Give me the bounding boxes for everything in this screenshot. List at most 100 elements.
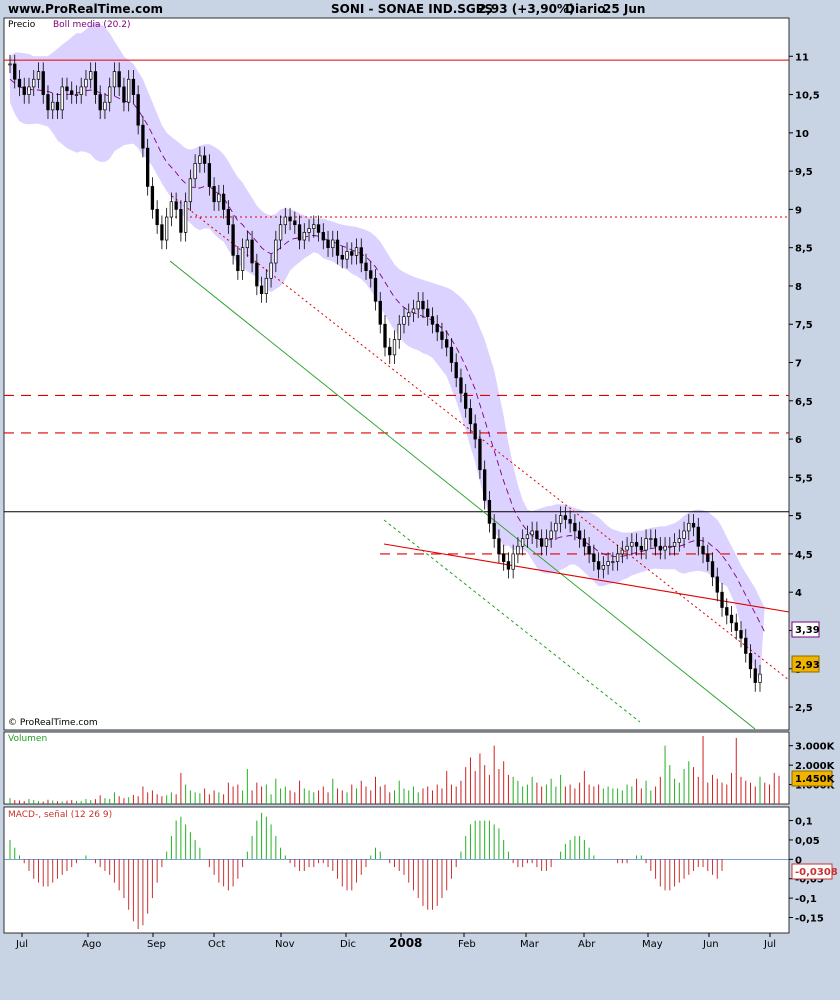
candle xyxy=(288,207,292,231)
candle-body xyxy=(283,216,287,226)
price-panel[interactable]: 1110,5109,598,587,576,565,554,543,532,5 … xyxy=(3,17,820,731)
candle xyxy=(160,215,164,250)
candle-body xyxy=(383,323,387,348)
time-tick-label: Nov xyxy=(275,939,295,950)
candle-body xyxy=(331,239,335,249)
volume-panel-background xyxy=(3,731,790,805)
candle xyxy=(236,246,240,280)
candle-body xyxy=(521,538,525,547)
candle xyxy=(454,353,458,388)
volume-tick-label: 2.000K xyxy=(795,761,836,772)
candle-body xyxy=(236,254,240,271)
candle-body xyxy=(198,155,202,164)
candle xyxy=(70,81,74,104)
candle xyxy=(136,85,140,135)
candle xyxy=(411,299,416,322)
candle-body xyxy=(32,78,36,88)
candle xyxy=(558,506,563,533)
candle-body xyxy=(539,538,544,547)
ma-price-box xyxy=(791,621,820,638)
candle xyxy=(672,533,677,556)
candle-body xyxy=(316,224,321,233)
candle xyxy=(335,230,340,265)
candle xyxy=(440,322,444,349)
candle xyxy=(649,529,653,548)
macd-tick-label: -0,05 xyxy=(795,875,824,886)
candle-body xyxy=(27,86,31,95)
candle-body xyxy=(435,323,439,333)
candle-body xyxy=(464,392,468,409)
candle xyxy=(407,303,411,326)
price-tick-label: 8,5 xyxy=(795,244,813,255)
candle xyxy=(22,77,26,104)
candle-body xyxy=(649,538,653,540)
candle xyxy=(240,238,245,280)
candle xyxy=(27,77,31,104)
candle-body xyxy=(554,522,558,532)
site-label: www.ProRealTime.com xyxy=(8,2,163,16)
candle xyxy=(397,315,401,349)
candle xyxy=(516,537,520,564)
candle-body xyxy=(672,542,677,547)
candle-body xyxy=(297,224,302,241)
time-tick-label: Dic xyxy=(340,939,356,950)
candle-body xyxy=(587,545,591,555)
candle xyxy=(369,261,373,288)
candle-body xyxy=(259,285,264,294)
candle-body xyxy=(687,522,691,532)
candle-body xyxy=(240,247,245,271)
time-tick-label: Jun xyxy=(702,939,719,950)
candle-body xyxy=(350,251,354,256)
candle xyxy=(611,552,615,571)
candle xyxy=(278,215,283,250)
candle xyxy=(117,62,121,97)
candle-body xyxy=(658,545,662,551)
candle-body xyxy=(164,216,169,241)
candle xyxy=(402,307,406,334)
candle xyxy=(511,544,515,579)
candle-body xyxy=(169,201,174,218)
candle-body xyxy=(677,538,681,543)
candle xyxy=(193,154,197,188)
candle-body xyxy=(416,300,420,310)
candle xyxy=(293,211,297,234)
candle xyxy=(127,70,131,112)
candle xyxy=(596,552,601,579)
candle xyxy=(131,70,136,104)
candle-body xyxy=(93,71,98,95)
candle xyxy=(734,613,738,640)
candle xyxy=(615,544,620,571)
candle-body xyxy=(378,300,382,325)
candle xyxy=(577,521,582,548)
candle xyxy=(55,93,60,120)
price-tick-label: 5 xyxy=(795,512,802,523)
candle-body xyxy=(231,224,235,256)
candle-body xyxy=(549,530,553,539)
candle xyxy=(345,242,349,269)
candle xyxy=(473,414,477,449)
candle-body xyxy=(264,277,268,294)
candle xyxy=(687,514,691,541)
candle xyxy=(592,544,596,571)
candle-body xyxy=(321,232,325,241)
price-tick-label: 11 xyxy=(795,52,809,63)
candle xyxy=(691,514,696,537)
candle xyxy=(483,460,487,510)
candle-body xyxy=(354,247,359,256)
macd-panel[interactable]: 0,1 0,05 0 -0,05 -0,1 -0,15 MACD-, señal (12 … xyxy=(3,806,838,934)
candle xyxy=(207,154,212,196)
candle-body xyxy=(255,262,259,287)
candle xyxy=(98,85,102,120)
candle xyxy=(582,529,587,556)
candle-body xyxy=(212,186,216,203)
macd-last-box xyxy=(791,863,833,880)
candle-body xyxy=(202,155,207,164)
candle-body xyxy=(502,553,506,562)
candle xyxy=(79,77,83,104)
price-plot xyxy=(4,21,790,730)
candle xyxy=(634,533,639,556)
candle-body xyxy=(288,216,292,222)
candle-body xyxy=(117,71,121,88)
candle-body xyxy=(36,71,41,80)
